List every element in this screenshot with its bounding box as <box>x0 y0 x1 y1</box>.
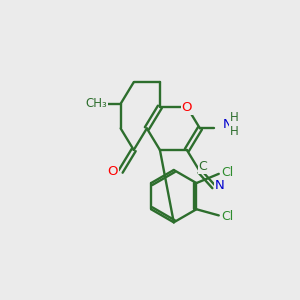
Text: H: H <box>230 111 238 124</box>
Text: O: O <box>108 165 118 178</box>
Text: O: O <box>182 101 192 114</box>
Text: N: N <box>215 179 225 192</box>
Text: H: H <box>230 125 238 138</box>
Text: Cl: Cl <box>221 211 233 224</box>
Text: N: N <box>223 118 232 131</box>
Text: C: C <box>199 160 207 173</box>
Text: Cl: Cl <box>221 166 233 179</box>
Text: CH₃: CH₃ <box>85 97 107 110</box>
